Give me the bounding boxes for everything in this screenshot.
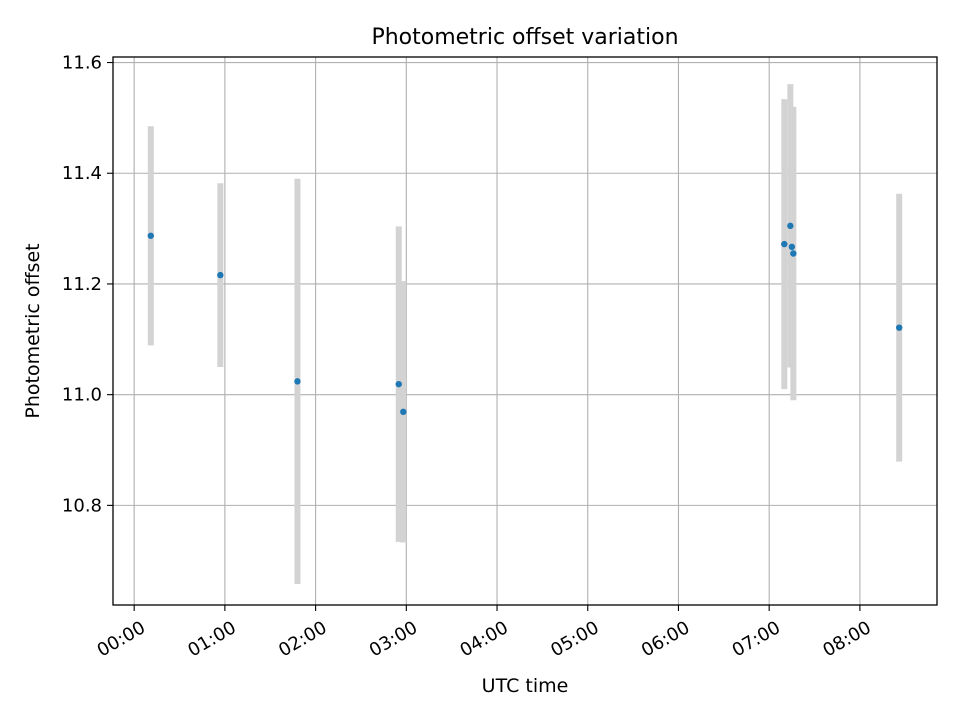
y-tick-label: 11.2	[62, 274, 102, 295]
y-tick-label: 11.4	[62, 163, 102, 184]
grid-layer	[113, 57, 937, 605]
chart-title: Photometric offset variation	[371, 25, 678, 50]
data-point	[395, 380, 402, 388]
y-tick-label: 10.8	[62, 495, 102, 516]
data-point	[787, 222, 794, 230]
data-point	[147, 232, 154, 239]
point-layer	[147, 222, 903, 416]
data-point	[294, 378, 301, 385]
data-point	[400, 408, 407, 416]
data-point	[217, 271, 224, 279]
data-point	[896, 324, 903, 331]
y-tick-label: 11.0	[62, 385, 102, 406]
plot-frame	[112, 56, 938, 606]
y-axis-label: Photometric offset	[22, 243, 44, 418]
x-axis-label: UTC time	[482, 675, 569, 697]
y-tick-label: 11.6	[62, 53, 102, 74]
data-point	[781, 240, 788, 248]
data-point	[788, 243, 796, 251]
data-point	[790, 250, 797, 257]
